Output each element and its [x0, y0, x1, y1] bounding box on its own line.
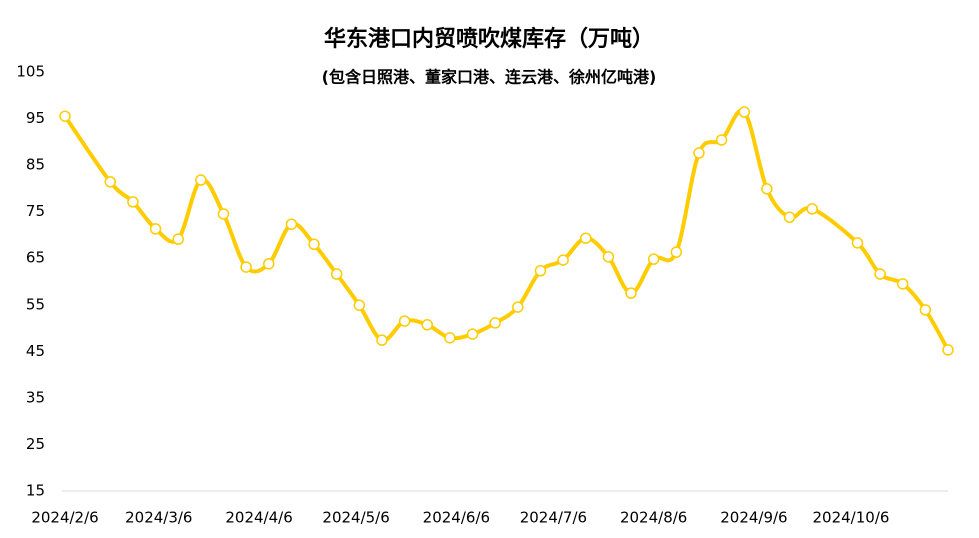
y-tick-label: 25	[26, 435, 45, 453]
point	[308, 238, 320, 251]
point	[285, 218, 298, 230]
point	[149, 223, 162, 235]
y-tick-label: 75	[26, 202, 45, 220]
point	[625, 287, 637, 299]
x-tick-label: 2024/7/6	[520, 509, 587, 527]
point	[896, 278, 909, 290]
point	[398, 315, 411, 327]
x-tick-label: 2024/6/6	[423, 509, 490, 527]
y-tick-label: 45	[26, 342, 45, 360]
y-tick-label: 95	[26, 109, 45, 127]
point	[761, 183, 773, 195]
y-tick-label: 85	[26, 156, 45, 174]
y-tick-label: 55	[26, 295, 45, 313]
chart-subtitle: (包含日照港、董家口港、连云港、徐州亿吨港)	[322, 68, 657, 87]
x-tick-label: 2024/2/6	[31, 509, 98, 527]
point	[444, 332, 456, 344]
x-tick-label: 2024/4/6	[225, 509, 292, 527]
point	[127, 196, 139, 208]
point	[806, 203, 818, 215]
chart-title: 华东港口内贸喷吹煤库存（万吨）	[324, 26, 654, 52]
point	[59, 110, 71, 122]
x-tick-label: 2024/5/6	[322, 509, 389, 527]
point	[942, 344, 954, 356]
point	[104, 176, 117, 188]
point	[240, 261, 252, 273]
point	[874, 268, 886, 280]
point	[466, 328, 479, 340]
x-tick-label: 2024/10/6	[813, 509, 890, 527]
point	[851, 237, 864, 249]
y-tick-label: 105	[16, 63, 45, 81]
point	[919, 304, 932, 316]
point	[579, 232, 592, 244]
point	[353, 299, 366, 311]
point	[489, 317, 501, 329]
point	[783, 211, 796, 224]
point	[172, 233, 184, 245]
point	[376, 334, 388, 346]
point	[330, 268, 343, 280]
point	[557, 254, 569, 266]
x-tick-label: 2024/3/6	[125, 509, 192, 527]
point	[534, 265, 547, 277]
point	[738, 106, 750, 118]
point	[263, 258, 275, 270]
line	[63, 108, 950, 351]
y-tick-label: 35	[26, 388, 45, 406]
y-tick-label: 65	[26, 249, 45, 267]
point	[602, 251, 615, 263]
point	[647, 253, 660, 265]
point	[217, 208, 230, 220]
point	[512, 301, 524, 313]
point	[421, 319, 434, 331]
point	[670, 246, 683, 258]
point	[693, 147, 705, 159]
x-tick-label: 2024/9/6	[720, 509, 787, 527]
x-tick-label: 2024/8/6	[620, 509, 687, 527]
point	[195, 174, 207, 186]
y-tick-label: 15	[26, 482, 45, 500]
point	[715, 134, 728, 146]
